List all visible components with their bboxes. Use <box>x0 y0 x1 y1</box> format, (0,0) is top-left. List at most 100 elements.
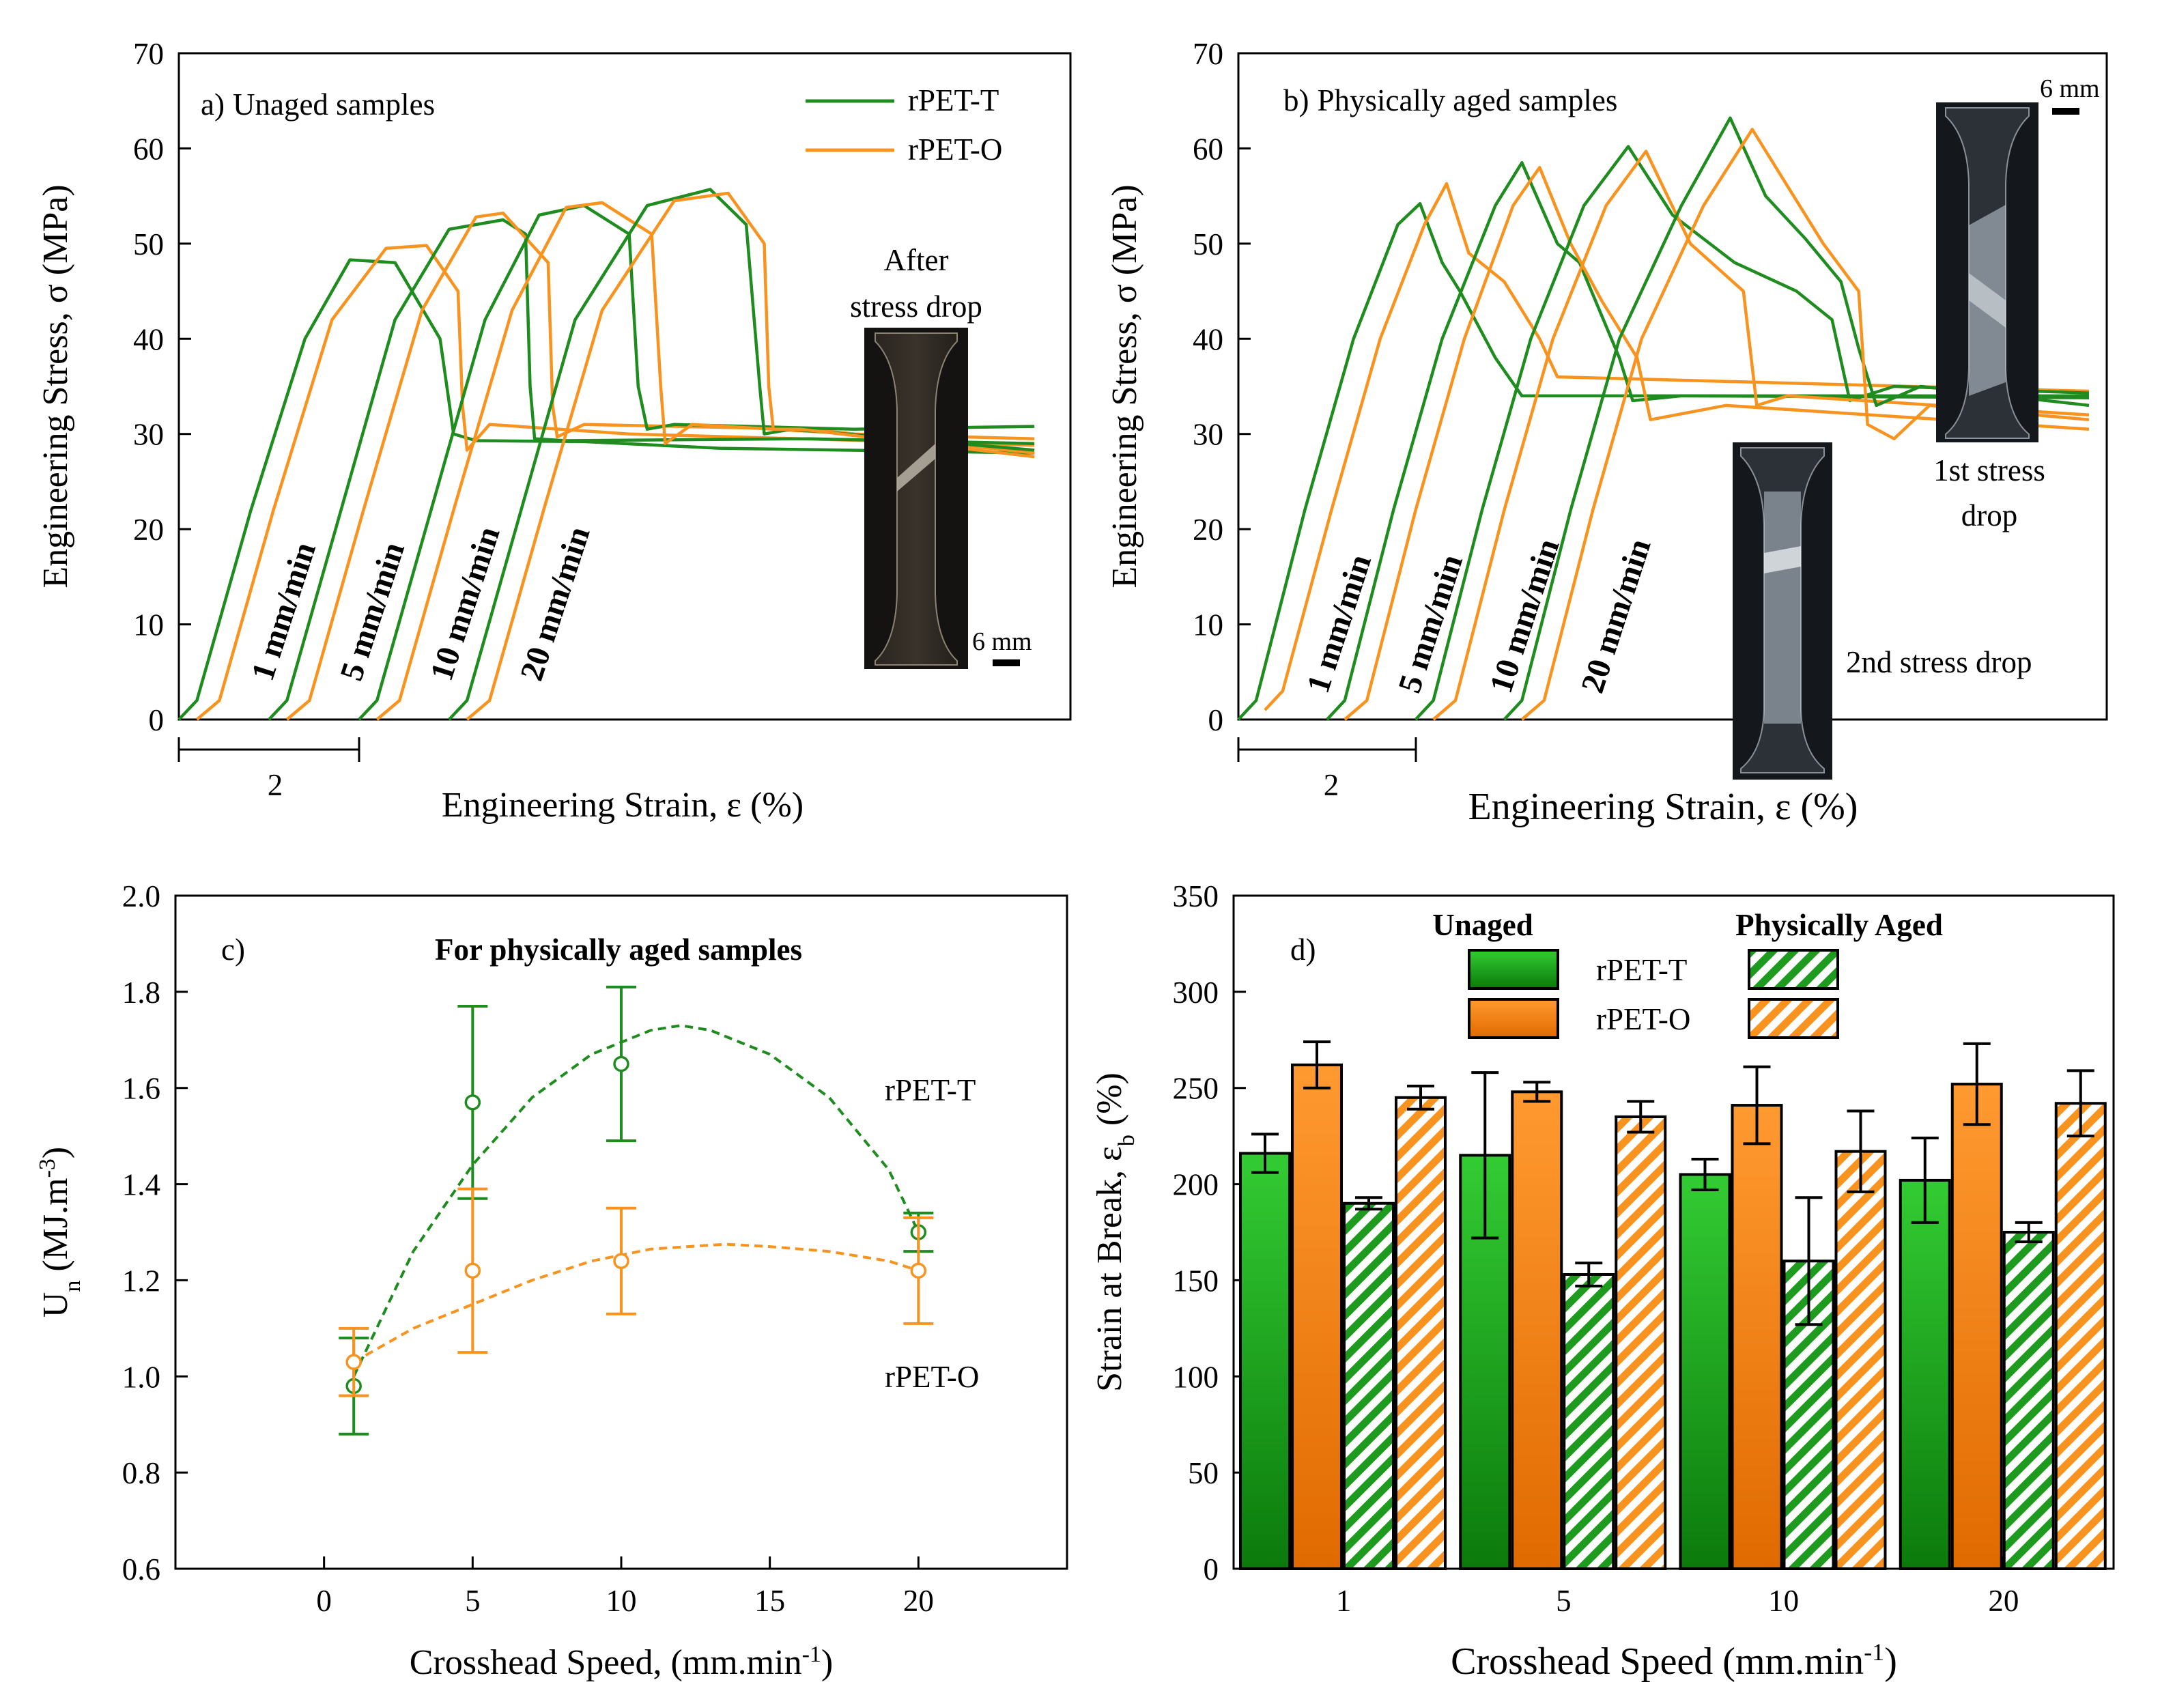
x-tick-label-c-20: 20 <box>903 1584 934 1618</box>
specimen-photo-b1: 6 mm 1st stress drop <box>1933 74 2100 532</box>
curve-b-rpet-t-20-mm-min <box>1503 116 2090 721</box>
legend-label-rpet-t: rPET-T <box>908 83 999 117</box>
curve-a-rpet-o-1-mm-min <box>195 244 1035 721</box>
y-tick-label-a-10: 10 <box>133 608 164 642</box>
bar-rpet-o-unaged-20 <box>1950 1083 2003 1570</box>
curve-a-rpet-o-20-mm-min <box>466 191 1035 721</box>
y-tick-label-a-60: 60 <box>133 132 164 166</box>
speed-labels-b: 1 mm/min 5 mm/min 10 mm/min 20 mm/min <box>1300 535 1658 697</box>
y-axis-label-d: Strain at Break, εb (%) <box>1090 1072 1139 1392</box>
series-marks-c <box>339 985 934 1436</box>
bar-rpet-o-unaged-1 <box>1291 1063 1343 1570</box>
legend-label-o-d: rPET-O <box>1596 1002 1690 1036</box>
y-tick-label-b-40: 40 <box>1193 322 1223 356</box>
speed-label-10-b: 10 mm/min <box>1483 535 1567 697</box>
y-tick-label-b-50: 50 <box>1193 227 1223 261</box>
x-tick-label-d-1: 1 <box>1336 1584 1352 1618</box>
inset-caption-a-line2: stress drop <box>850 289 982 324</box>
curve-a-rpet-t-20-mm-min <box>448 188 1035 721</box>
bar-rpet-t-unaged-20 <box>1899 1178 1951 1570</box>
bar-rpet-t-unaged-10 <box>1679 1173 1731 1570</box>
series-label-rpet-t-c: rPET-T <box>885 1073 976 1107</box>
point-rpet-o-10 <box>613 1253 629 1270</box>
panel-b: 0 10 20 30 40 50 60 70 Engineering Stress, σ (M… <box>1105 37 2108 828</box>
legend-swatch-t-aged <box>1748 949 1839 990</box>
panel-c: 0.6 0.8 1.0 1.2 1.4 1.6 1.8 2.0 0 5 10 15 20 Un (MJ.… <box>35 879 1068 1682</box>
y-tick-label-b-0: 0 <box>1208 703 1224 737</box>
bar-rpet-t-physically-aged-10 <box>1782 1259 1835 1571</box>
point-rpet-o-5 <box>464 1262 481 1279</box>
inset2-caption: 2nd stress drop <box>1846 645 2032 679</box>
speed-label-20-b: 20 mm/min <box>1574 535 1658 697</box>
bar-rpet-t-physically-aged-20 <box>2002 1231 2055 1570</box>
legend-swatch-o-aged <box>1748 998 1839 1039</box>
y-tick-label-c-0.6: 0.6 <box>122 1552 160 1586</box>
y-tick-label-d-250: 250 <box>1173 1072 1219 1106</box>
bar-rpet-o-unaged-5 <box>1511 1090 1563 1570</box>
y-tick-label-d-50: 50 <box>1188 1456 1219 1490</box>
y-tick-label-c-2.0: 2.0 <box>122 879 160 913</box>
bar-rpet-o-physically-aged-10 <box>1834 1150 1887 1571</box>
panel-label-c: c) <box>221 933 245 967</box>
scale-bar-label-b: 2 <box>1324 768 1339 802</box>
panel-label-a: a) Unaged samples <box>201 87 435 122</box>
y-tick-label-b-20: 20 <box>1193 513 1223 547</box>
y-axis-label-a: Engineering Stress, σ (MPa) <box>36 184 75 588</box>
curve-b-rpet-t-1-mm-min <box>1237 202 2090 721</box>
y-tick-label-c-1.8: 1.8 <box>122 976 160 1010</box>
curve-b-rpet-o-5-mm-min <box>1344 166 2090 721</box>
y-tick-label-d-150: 150 <box>1173 1264 1219 1298</box>
plot-frame-d <box>1232 894 2115 1570</box>
y-axis-ticks-b: 0 10 20 30 40 50 60 70 <box>1193 37 1251 737</box>
y-tick-label-d-0: 0 <box>1204 1552 1219 1586</box>
series-lines-a <box>177 188 1035 721</box>
specimen-photo-a: After stress drop 6 mm <box>850 243 1032 669</box>
legend-swatch-o-unaged <box>1468 998 1559 1039</box>
y-tick-label-c-1.2: 1.2 <box>122 1264 160 1298</box>
x-axis-label-b: Engineering Strain, ε (%) <box>1468 786 1858 828</box>
curve-b-rpet-o-20-mm-min <box>1520 128 2090 721</box>
legend-d: Unaged Physically Aged rPET-T rPET-O <box>1432 908 1943 1039</box>
specimen-photo-b2: 2nd stress drop <box>1733 442 2032 780</box>
bar-rpet-t-unaged-1 <box>1239 1152 1291 1571</box>
legend-header-aged: Physically Aged <box>1735 908 1943 942</box>
y-tick-label-a-20: 20 <box>133 513 164 547</box>
legend-label-t-d: rPET-T <box>1596 953 1687 987</box>
x-axis-label-c: Crosshead Speed, (mm.min-1) <box>410 1642 833 1683</box>
y-axis-label-c: Un (MJ.m-3) <box>35 1147 85 1318</box>
panel-title-c: For physically aged samples <box>435 933 802 967</box>
scale-bar-a: 2 <box>177 737 360 802</box>
plot-frame-b <box>1237 52 2108 721</box>
x-tick-label-c-15: 15 <box>754 1584 785 1618</box>
bar-rpet-o-physically-aged-20 <box>2054 1102 2107 1571</box>
x-axis-label-a: Engineering Strain, ε (%) <box>442 786 804 825</box>
curve-a-rpet-t-1-mm-min <box>177 258 1035 721</box>
panel-label-d: d) <box>1290 933 1316 967</box>
point-rpet-o-1 <box>345 1354 362 1370</box>
y-tick-label-a-70: 70 <box>133 37 164 71</box>
y-tick-label-a-0: 0 <box>149 703 165 737</box>
y-tick-label-b-70: 70 <box>1193 37 1223 71</box>
y-axis-ticks-a: 0 10 20 30 40 50 60 70 <box>133 37 191 737</box>
bar-rpet-o-physically-aged-5 <box>1615 1115 1667 1570</box>
x-tick-label-d-5: 5 <box>1556 1584 1572 1618</box>
legend-label-rpet-o: rPET-O <box>908 132 1002 167</box>
inset-scale-b1: 6 mm <box>2040 74 2100 103</box>
curve-b-rpet-t-5-mm-min <box>1326 161 2089 721</box>
y-tick-label-b-60: 60 <box>1193 132 1223 166</box>
speed-label-5-b: 5 mm/min <box>1391 550 1470 697</box>
axis-ticks-c: 0.6 0.8 1.0 1.2 1.4 1.6 1.8 2.0 0 5 10 15 20 <box>122 879 934 1618</box>
fit-line-rpet-o <box>353 1242 919 1363</box>
plot-frame-a <box>177 52 1072 721</box>
legend-a: rPET-T rPET-O <box>806 83 1002 167</box>
y-tick-label-c-1.0: 1.0 <box>122 1360 160 1394</box>
y-tick-label-b-30: 30 <box>1193 418 1223 452</box>
bar-rpet-t-physically-aged-5 <box>1563 1272 1615 1571</box>
inset-scale-a: 6 mm <box>972 627 1032 656</box>
axis-ticks-d: 0 50 100 150 200 250 300 350 1 5 10 20 <box>1173 879 2019 1618</box>
y-tick-label-a-40: 40 <box>133 322 164 356</box>
x-tick-label-c-10: 10 <box>606 1584 637 1618</box>
y-tick-label-b-10: 10 <box>1193 608 1223 642</box>
bars-d <box>1239 1040 2107 1571</box>
